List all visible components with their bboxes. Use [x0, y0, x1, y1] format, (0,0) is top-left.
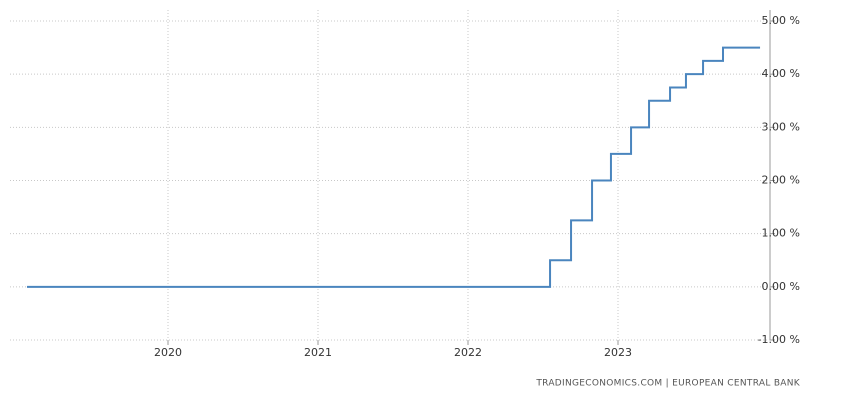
series-line — [27, 46, 761, 288]
source: TRADINGECONOMICS.COM | EUROPEAN CENTRAL … — [535, 379, 800, 389]
y-tick-label: 4.00 % — [762, 67, 800, 80]
y-tick-label: 3.00 % — [762, 120, 800, 133]
x-tick-label: 2020 — [154, 346, 182, 359]
x-tick-label: 2021 — [304, 346, 332, 359]
y-tick-label: 2.00 % — [762, 174, 800, 187]
x-tick-label: 2022 — [454, 346, 482, 359]
y-tick-label: 1.00 % — [762, 227, 800, 240]
y-tick-label: 5.00 % — [762, 14, 800, 27]
y-tick-label: -1.00 % — [758, 333, 800, 346]
y-tick-label: 0.00 % — [762, 280, 800, 293]
x-tick-label: 2023 — [604, 346, 632, 359]
